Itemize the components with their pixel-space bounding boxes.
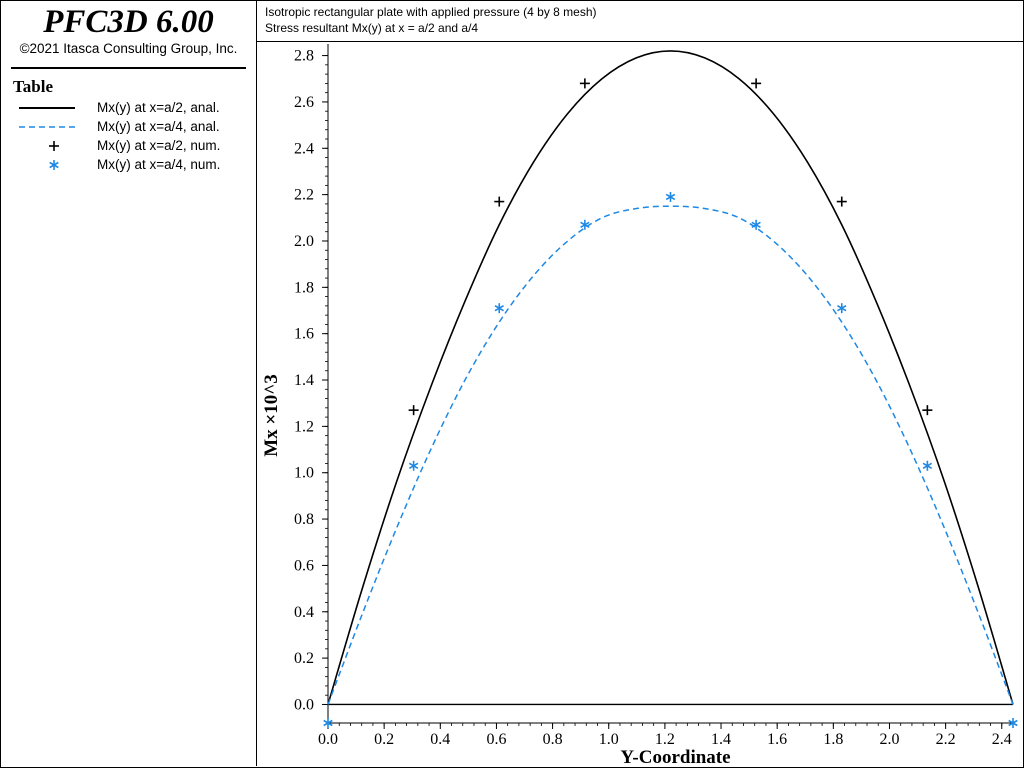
x-tick-label: 1.6 — [767, 731, 787, 748]
asterisk-marker — [408, 460, 419, 471]
x-tick-label: 1.0 — [599, 731, 619, 748]
legend: Mx(y) at x=a/2, anal. Mx(y) at x=a/4, an… — [15, 99, 255, 175]
asterisk-marker-d2 — [837, 304, 847, 312]
y-tick-label: 0.0 — [294, 696, 314, 713]
plus-marker — [579, 78, 590, 89]
y-tick-label: 1.4 — [294, 372, 314, 389]
legend-label: Mx(y) at x=a/4, num. — [97, 157, 221, 172]
plus-marker — [836, 196, 847, 207]
asterisk-marker-d2 — [1008, 719, 1018, 727]
y-tick-label: 0.4 — [294, 604, 314, 621]
plot-title: Isotropic rectangular plate with applied… — [265, 5, 597, 19]
series-line-1 — [327, 205, 1014, 705]
plus-marker — [408, 405, 419, 416]
y-tick-label: 2.8 — [294, 48, 314, 65]
dashed-line-icon — [19, 126, 75, 128]
asterisk-marker-d2 — [580, 221, 590, 228]
asterisk-marker-d2 — [922, 462, 933, 469]
chart: 0.0 0.2 0.4 0.6 0.8 1.0 1.2 1.4 1.6 1.8 2.0 2.2 2.4 2… — [261, 44, 1018, 767]
x-tick-label: 2.4 — [992, 731, 1012, 748]
y-tick-label: 2.4 — [294, 140, 314, 157]
legend-item: Mx(y) at x=a/2, num. — [15, 137, 255, 156]
x-tick-label: 1.2 — [655, 731, 675, 748]
asterisk-marker-d2 — [494, 304, 504, 312]
legend-label: Mx(y) at x=a/2, num. — [97, 138, 221, 153]
y-tick-label: 1.6 — [294, 326, 314, 343]
plus-marker — [494, 196, 505, 207]
y-tick-label: 1.0 — [294, 465, 314, 482]
plot-subtitle: Stress resultant Mx(y) at x = a/2 and a/… — [265, 21, 479, 35]
asterisk-marker-d2 — [323, 719, 333, 727]
y-tick-label: 1.2 — [294, 418, 314, 435]
legend-title: Table — [13, 77, 54, 96]
sidebar: PFC3D 6.00 ©2021 Itasca Consulting Group… — [1, 1, 257, 766]
x-tick-label: 0.4 — [430, 731, 450, 748]
x-axis-label: Y-Coordinate — [620, 747, 730, 767]
legend-item: Mx(y) at x=a/4, anal. — [15, 118, 255, 137]
plot-header: Isotropic rectangular plate with applied… — [257, 1, 1023, 42]
asterisk-marker — [1008, 718, 1018, 728]
asterisk-marker — [580, 219, 590, 230]
plus-marker — [751, 78, 762, 89]
x-tick-label: 0.8 — [543, 731, 563, 748]
plus-icon — [49, 141, 59, 151]
y-tick-label: 2.2 — [294, 187, 314, 204]
asterisk-marker — [922, 460, 933, 471]
legend-label: Mx(y) at x=a/2, anal. — [97, 100, 220, 115]
asterisk-icon — [49, 160, 59, 170]
x-tick-label: 0.6 — [486, 731, 506, 748]
copyright-text: ©2021 Itasca Consulting Group, Inc. — [19, 41, 238, 56]
y-tick-label: 0.8 — [294, 511, 314, 528]
x-tick-label: 2.2 — [936, 731, 956, 748]
series-line-0 — [327, 50, 1014, 705]
x-tick-label: 1.8 — [823, 731, 843, 748]
x-tick-label: 0.2 — [374, 731, 394, 748]
asterisk-marker — [323, 718, 333, 728]
y-tick-label: 2.6 — [294, 94, 314, 111]
sidebar-divider — [11, 67, 246, 69]
asterisk-marker-d2 — [665, 193, 676, 201]
legend-item: Mx(y) at x=a/4, num. — [15, 156, 255, 175]
asterisk-marker-d2 — [408, 462, 419, 469]
asterisk-marker — [837, 303, 847, 314]
y-tick-label: 0.2 — [294, 650, 314, 667]
product-title: PFC3D 6.00 — [43, 4, 214, 40]
legend-item: Mx(y) at x=a/2, anal. — [15, 99, 255, 118]
x-tick-label: 2.0 — [879, 731, 899, 748]
y-tick-label: 1.8 — [294, 279, 314, 296]
asterisk-marker — [494, 303, 504, 314]
y-axis-label: Mx ×10^3 — [261, 374, 282, 457]
y-tick-label: 2.0 — [294, 233, 314, 250]
y-tick-label: 0.6 — [294, 557, 314, 574]
solid-line-icon — [19, 107, 75, 109]
asterisk-marker — [665, 191, 676, 202]
plus-marker — [922, 405, 933, 416]
x-tick-label: 1.4 — [711, 731, 731, 748]
asterisk-marker-d2 — [751, 221, 761, 228]
asterisk-marker — [751, 219, 761, 230]
legend-label: Mx(y) at x=a/4, anal. — [97, 119, 220, 134]
x-tick-label: 0.0 — [318, 731, 338, 748]
